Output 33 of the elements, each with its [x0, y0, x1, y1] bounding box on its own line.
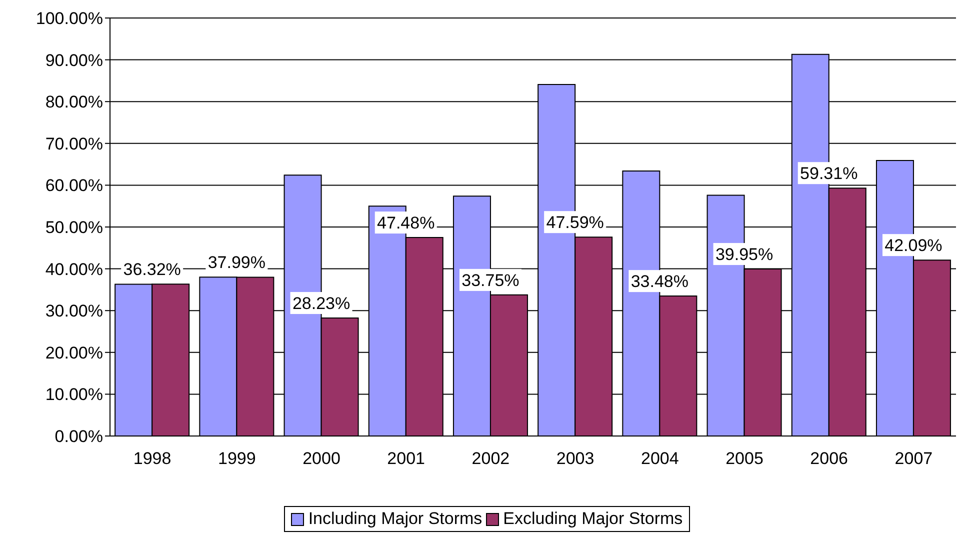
data-label: 42.09%: [884, 236, 942, 256]
legend-label: Including Major Storms: [307, 509, 482, 529]
y-tick-label: 0.00%: [54, 427, 103, 446]
x-tick-label: 2005: [726, 449, 764, 468]
x-tick-label: 2002: [472, 449, 510, 468]
x-tick-label: 2001: [387, 449, 426, 468]
x-tick-label: 2003: [556, 449, 594, 468]
data-label: 47.48%: [377, 214, 435, 233]
data-label: 28.23%: [292, 294, 350, 313]
legend-label: Excluding Major Storms: [502, 509, 683, 529]
y-tick-label: 10.00%: [45, 385, 103, 404]
x-tick-label: 1998: [133, 449, 172, 468]
x-tick-label: 2007: [894, 449, 933, 468]
x-tick-label: 2004: [640, 449, 679, 468]
y-tick-label: 20.00%: [45, 343, 103, 362]
data-label: 33.75%: [462, 270, 520, 290]
y-tick-label: 90.00%: [45, 50, 103, 70]
y-tick-label: 100.00%: [36, 9, 103, 28]
y-tick-label: 50.00%: [45, 218, 103, 238]
data-label: 59.31%: [800, 164, 858, 184]
y-tick-label: 60.00%: [45, 176, 103, 196]
y-tick-label: 80.00%: [45, 92, 103, 112]
data-label: 36.32%: [123, 260, 181, 280]
x-tick-label: 1999: [218, 449, 256, 468]
data-label: 39.95%: [715, 245, 774, 264]
data-label: 37.99%: [208, 253, 266, 272]
y-tick-label: 30.00%: [45, 302, 103, 321]
y-tick-label: 70.00%: [45, 134, 103, 154]
x-tick-label: 2000: [302, 449, 340, 468]
data-label: 47.59%: [546, 213, 604, 232]
y-tick-label: 40.00%: [45, 260, 103, 279]
x-tick-label: 2006: [810, 449, 848, 468]
data-label: 33.48%: [630, 272, 689, 292]
